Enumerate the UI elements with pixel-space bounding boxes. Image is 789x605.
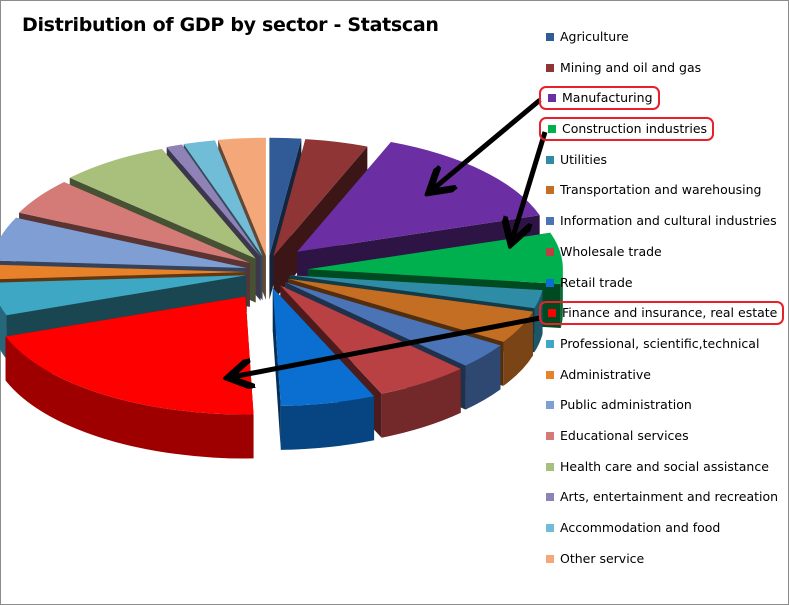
legend-swatch [546,554,554,563]
legend-swatch [546,370,554,379]
legend-item-construction-industries: Construction industries [539,117,778,150]
legend-item-educational-services: Educational services [546,426,778,457]
legend-swatch [546,186,554,195]
legend-label: Accommodation and food [560,520,721,535]
legend-swatch [546,33,554,41]
legend-swatch [546,462,554,471]
legend-label: Arts, entertainment and recreation [560,489,779,505]
legend-item-utilities: Utilities [546,150,778,181]
legend-label: Professional, scientific,technical [560,335,760,351]
legend-swatch [546,339,554,348]
legend-label: Health care and social assistance [560,458,769,474]
legend-swatch [546,278,554,287]
legend-highlight-box: Construction industries [539,117,715,142]
legend-label: Public administration [560,397,692,413]
legend-label: Other service [560,550,645,566]
legend-swatch [546,493,554,502]
legend-label: Utilities [560,151,608,167]
legend-label: Agriculture [560,29,629,44]
legend-swatch [546,524,554,532]
legend-swatch [548,125,556,134]
pie-slice-mining-and-oil-and-gas [273,139,368,301]
legend-item-arts-entertainment-and-recreation: Arts, entertainment and recreation [546,487,778,518]
legend-item-information-and-cultural-industries: Information and cultural industries [546,211,778,242]
pie-slice-retail-trade [272,287,375,450]
legend-item-other-service: Other service [546,549,778,580]
legend-item-public-administration: Public administration [546,395,778,426]
legend-label: Manufacturing [562,90,653,106]
legend-item-agriculture: Agriculture [546,27,778,58]
legend-label: Construction industries [562,121,708,137]
legend-item-transportation-and-warehousing: Transportation and warehousing [546,180,778,211]
legend-item-administrative: Administrative [546,365,778,396]
legend-highlight-box: Manufacturing [539,86,660,111]
legend-highlight-box: Finance and insurance, real estate [539,301,785,326]
legend: Agriculture Mining and oil and gas Manufac… [539,27,785,580]
annotation-arrow-manufacturing [432,98,542,190]
legend-item-manufacturing: Manufacturing [539,86,778,119]
legend-swatch [546,155,554,164]
legend-swatch [546,431,554,440]
legend-label: Retail trade [560,274,633,290]
legend-item-mining-and-oil-and-gas: Mining and oil and gas [546,58,778,89]
annotation-arrow-construction [512,131,548,240]
legend-label: Mining and oil and gas [560,59,702,75]
legend-label: Administrative [560,366,651,382]
legend-swatch [546,247,554,256]
legend-label: Transportation and warehousing [560,182,762,198]
legend-swatch [546,217,554,226]
legend-swatch [546,63,554,72]
legend-item-retail-trade: Retail trade [546,273,778,304]
legend-swatch [548,309,556,318]
legend-label: Wholesale trade [560,243,662,259]
chart-title: Distribution of GDP by sector - Statscan [22,14,439,36]
legend-label: Information and cultural industries [560,213,777,229]
legend-item-wholesale-trade: Wholesale trade [546,242,778,273]
legend-swatch [546,401,554,410]
annotation-arrow-finance [232,315,541,377]
legend-item-professional-scientific-technical: Professional, scientific,technical [546,334,778,365]
legend-item-accommodation-and-food: Accommodation and food [546,518,778,549]
legend-label: Finance and insurance, real estate [562,305,778,321]
legend-label: Educational services [560,427,689,443]
legend-item-health-care-and-social-assistance: Health care and social assistance [546,457,778,488]
legend-item-finance-and-insurance-real-estate: Finance and insurance, real estate [539,301,785,334]
legend-swatch [548,94,556,103]
